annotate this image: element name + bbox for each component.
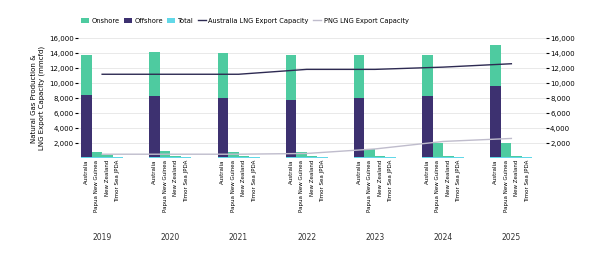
Bar <box>149 96 160 158</box>
Bar <box>218 53 228 97</box>
Bar <box>454 157 464 158</box>
Bar <box>511 156 522 158</box>
Bar <box>249 157 260 158</box>
Text: 2021: 2021 <box>229 233 248 242</box>
Text: 2019: 2019 <box>92 233 112 242</box>
Bar <box>501 157 511 158</box>
Bar <box>422 157 433 158</box>
Bar <box>490 45 501 85</box>
Bar <box>218 157 228 158</box>
Bar <box>375 157 385 158</box>
Bar <box>92 152 102 158</box>
Bar <box>92 157 102 158</box>
Bar <box>490 85 501 158</box>
Text: 2025: 2025 <box>502 233 521 242</box>
Bar <box>113 157 123 158</box>
Legend: Onshore, Offshore, Total, Australia LNG Export Capacity, PNG LNG Export Capacity: Onshore, Offshore, Total, Australia LNG … <box>82 17 409 23</box>
Bar <box>249 157 260 158</box>
Bar <box>286 157 296 158</box>
Bar <box>228 157 239 158</box>
Bar <box>317 157 328 158</box>
Bar <box>501 143 511 158</box>
Bar <box>433 143 443 158</box>
Bar <box>160 157 170 158</box>
Y-axis label: Natural Gas Production &
LNG Export Capacity (mmcfd): Natural Gas Production & LNG Export Capa… <box>31 46 45 150</box>
Text: 2022: 2022 <box>297 233 316 242</box>
Bar <box>81 55 92 95</box>
Text: 2023: 2023 <box>365 233 385 242</box>
Bar <box>522 157 532 158</box>
Text: 2020: 2020 <box>161 233 180 242</box>
Bar <box>286 55 296 100</box>
Bar <box>307 157 317 158</box>
Bar <box>170 156 181 158</box>
Bar <box>296 157 307 158</box>
Bar <box>354 98 364 158</box>
Bar <box>443 156 454 158</box>
Bar <box>433 157 443 158</box>
Bar <box>102 157 113 158</box>
Bar <box>422 96 433 158</box>
Bar <box>385 157 396 158</box>
Bar <box>102 156 113 158</box>
Bar <box>113 157 123 158</box>
Bar <box>81 157 92 158</box>
Bar <box>511 157 522 158</box>
Bar <box>354 157 364 158</box>
Bar <box>149 52 160 96</box>
Bar <box>490 157 501 158</box>
Bar <box>149 157 160 158</box>
Bar <box>81 95 92 158</box>
Bar <box>170 157 181 158</box>
Text: 2024: 2024 <box>434 233 453 242</box>
Bar <box>422 55 433 96</box>
Bar <box>307 156 317 158</box>
Bar <box>160 151 170 158</box>
Bar <box>239 157 249 158</box>
Bar <box>228 152 239 158</box>
Bar <box>181 157 191 158</box>
Bar <box>364 157 375 158</box>
Bar <box>239 156 249 158</box>
Bar <box>354 55 364 98</box>
Bar <box>286 100 296 158</box>
Bar <box>375 156 385 158</box>
Bar <box>522 157 532 158</box>
Bar <box>317 157 328 158</box>
Bar <box>364 149 375 158</box>
Bar <box>385 157 396 158</box>
Bar <box>218 97 228 158</box>
Bar <box>181 157 191 158</box>
Bar <box>443 157 454 158</box>
Bar <box>296 152 307 158</box>
Bar <box>454 157 464 158</box>
